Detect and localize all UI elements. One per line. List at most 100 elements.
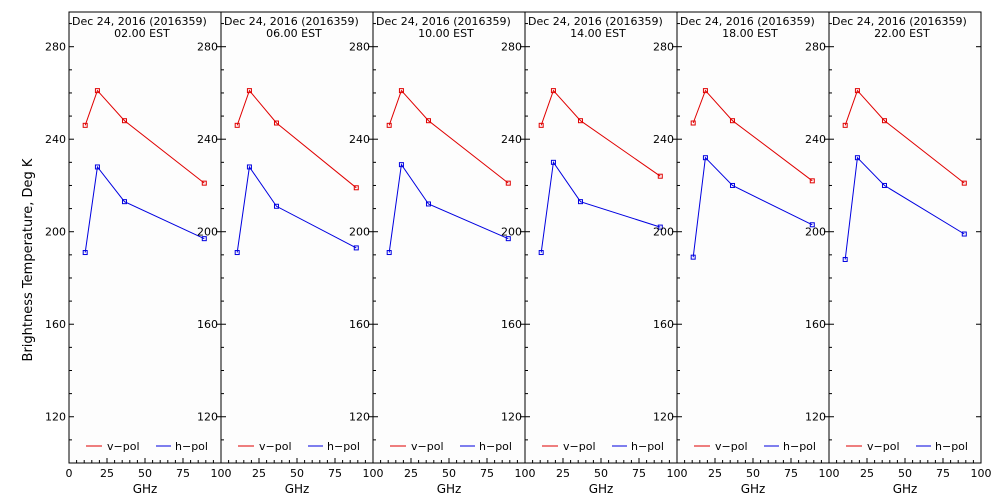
- v-pol-series-line: [692, 89, 813, 182]
- y-tick-label: 240: [349, 133, 370, 146]
- x-tick-label: 100: [819, 467, 840, 480]
- y-tick-label: 200: [197, 226, 218, 239]
- h-pol-data-point: [881, 182, 887, 188]
- plot-frame: [524, 11, 678, 464]
- y-tick-label: 200: [805, 226, 826, 239]
- x-axis-label: GHz: [589, 482, 614, 496]
- legend-v-pol-label: v−pol: [563, 440, 596, 453]
- chart-panel-2: Dec 24, 2016 (2016359)06.00 EST 120 160 200…: [197, 11, 384, 496]
- h-pol-series-line: [844, 156, 965, 260]
- h-pol-data-point: [234, 250, 240, 256]
- v-pol-series-line: [388, 89, 509, 184]
- panel-subtitle: 02.00 EST: [114, 27, 170, 40]
- y-tick-label: 280: [197, 41, 218, 54]
- y-tick-label: 120: [197, 411, 218, 424]
- panel-subtitle: 06.00 EST: [266, 27, 322, 40]
- legend-h-pol-label: h−pol: [783, 440, 816, 453]
- y-tick-label: 160: [805, 318, 826, 331]
- x-tick-label: 50: [898, 467, 912, 480]
- x-tick-label: 0: [66, 467, 73, 480]
- x-tick-label: 25: [556, 467, 570, 480]
- h-pol-series-line: [388, 163, 509, 253]
- x-tick-label: 50: [442, 467, 456, 480]
- y-tick-label: 120: [45, 411, 66, 424]
- x-axis-label: GHz: [741, 482, 766, 496]
- legend-v-pol-label: v−pol: [715, 440, 748, 453]
- h-pol-series-line: [540, 160, 661, 253]
- v-pol-data-point: [577, 118, 583, 124]
- h-pol-data-point: [246, 164, 252, 170]
- panel-title: Dec 24, 2016 (2016359): [224, 15, 359, 28]
- chart-panel-3: Dec 24, 2016 (2016359)10.00 EST 120 160 200…: [349, 11, 536, 496]
- v-pol-data-point: [538, 122, 544, 128]
- y-axis-label: Brightness Temperature, Deg K: [21, 158, 36, 361]
- x-axis-label: GHz: [133, 482, 158, 496]
- h-pol-data-point: [386, 250, 392, 256]
- legend-v-pol-label: v−pol: [411, 440, 444, 453]
- x-axis-label: GHz: [285, 482, 310, 496]
- h-pol-data-point: [201, 236, 207, 242]
- y-tick-label: 120: [805, 411, 826, 424]
- v-pol-data-point: [425, 118, 431, 124]
- y-tick-label: 200: [501, 226, 522, 239]
- v-pol-data-point: [353, 185, 359, 191]
- v-pol-data-point: [854, 88, 860, 94]
- v-pol-data-point: [657, 173, 663, 179]
- x-tick-label: 100: [515, 467, 536, 480]
- v-pol-data-point: [386, 122, 392, 128]
- y-tick-label: 280: [653, 41, 674, 54]
- y-tick-label: 240: [653, 133, 674, 146]
- v-pol-data-point: [273, 120, 279, 126]
- v-pol-data-point: [842, 122, 848, 128]
- x-tick-label: 25: [252, 467, 266, 480]
- y-tick-label: 240: [805, 133, 826, 146]
- panel-title: Dec 24, 2016 (2016359): [376, 15, 511, 28]
- panel-title: Dec 24, 2016 (2016359): [832, 15, 967, 28]
- h-pol-data-point: [729, 182, 735, 188]
- h-pol-data-point: [121, 199, 127, 205]
- v-pol-data-point: [94, 88, 100, 94]
- y-tick-label: 120: [349, 411, 370, 424]
- x-axis-label: GHz: [893, 482, 918, 496]
- y-tick-label: 240: [45, 133, 66, 146]
- chart-panel-1: Dec 24, 2016 (2016359)02.00 EST 120 160 200…: [45, 11, 232, 496]
- v-pol-series-line: [84, 89, 205, 184]
- legend-v-pol-label: v−pol: [867, 440, 900, 453]
- v-pol-data-point: [121, 118, 127, 124]
- panel-subtitle: 10.00 EST: [418, 27, 474, 40]
- y-tick-label: 160: [501, 318, 522, 331]
- y-tick-label: 280: [501, 41, 522, 54]
- h-pol-data-point: [702, 155, 708, 161]
- v-pol-data-point: [505, 180, 511, 186]
- v-pol-data-point: [398, 88, 404, 94]
- chart-panel-6: Dec 24, 2016 (2016359)22.00 EST 120 160 200…: [805, 11, 992, 496]
- v-pol-data-point: [881, 118, 887, 124]
- v-pol-series-line: [844, 89, 965, 184]
- x-tick-label: 75: [936, 467, 950, 480]
- y-tick-label: 160: [653, 318, 674, 331]
- h-pol-data-point: [961, 231, 967, 237]
- y-tick-label: 200: [45, 226, 66, 239]
- legend-h-pol-label: h−pol: [935, 440, 968, 453]
- h-pol-data-point: [690, 254, 696, 260]
- h-pol-data-point: [809, 222, 815, 228]
- x-tick-label: 50: [290, 467, 304, 480]
- y-tick-label: 280: [805, 41, 826, 54]
- y-tick-label: 280: [45, 41, 66, 54]
- legend-h-pol-label: h−pol: [631, 440, 664, 453]
- plot-frame: [220, 11, 374, 464]
- panel-subtitle: 14.00 EST: [570, 27, 626, 40]
- v-pol-data-point: [234, 122, 240, 128]
- chart-panels: Dec 24, 2016 (2016359)02.00 EST120160200…: [45, 11, 992, 496]
- panel-title: Dec 24, 2016 (2016359): [72, 15, 207, 28]
- h-pol-data-point: [398, 162, 404, 168]
- plot-frame: [676, 11, 830, 464]
- legend-h-pol-label: h−pol: [479, 440, 512, 453]
- plot-frame: [372, 11, 526, 464]
- y-tick-label: 200: [653, 226, 674, 239]
- y-tick-label: 200: [349, 226, 370, 239]
- x-tick-label: 75: [328, 467, 342, 480]
- h-pol-data-point: [273, 203, 279, 209]
- h-pol-data-point: [577, 199, 583, 205]
- panel-title: Dec 24, 2016 (2016359): [680, 15, 815, 28]
